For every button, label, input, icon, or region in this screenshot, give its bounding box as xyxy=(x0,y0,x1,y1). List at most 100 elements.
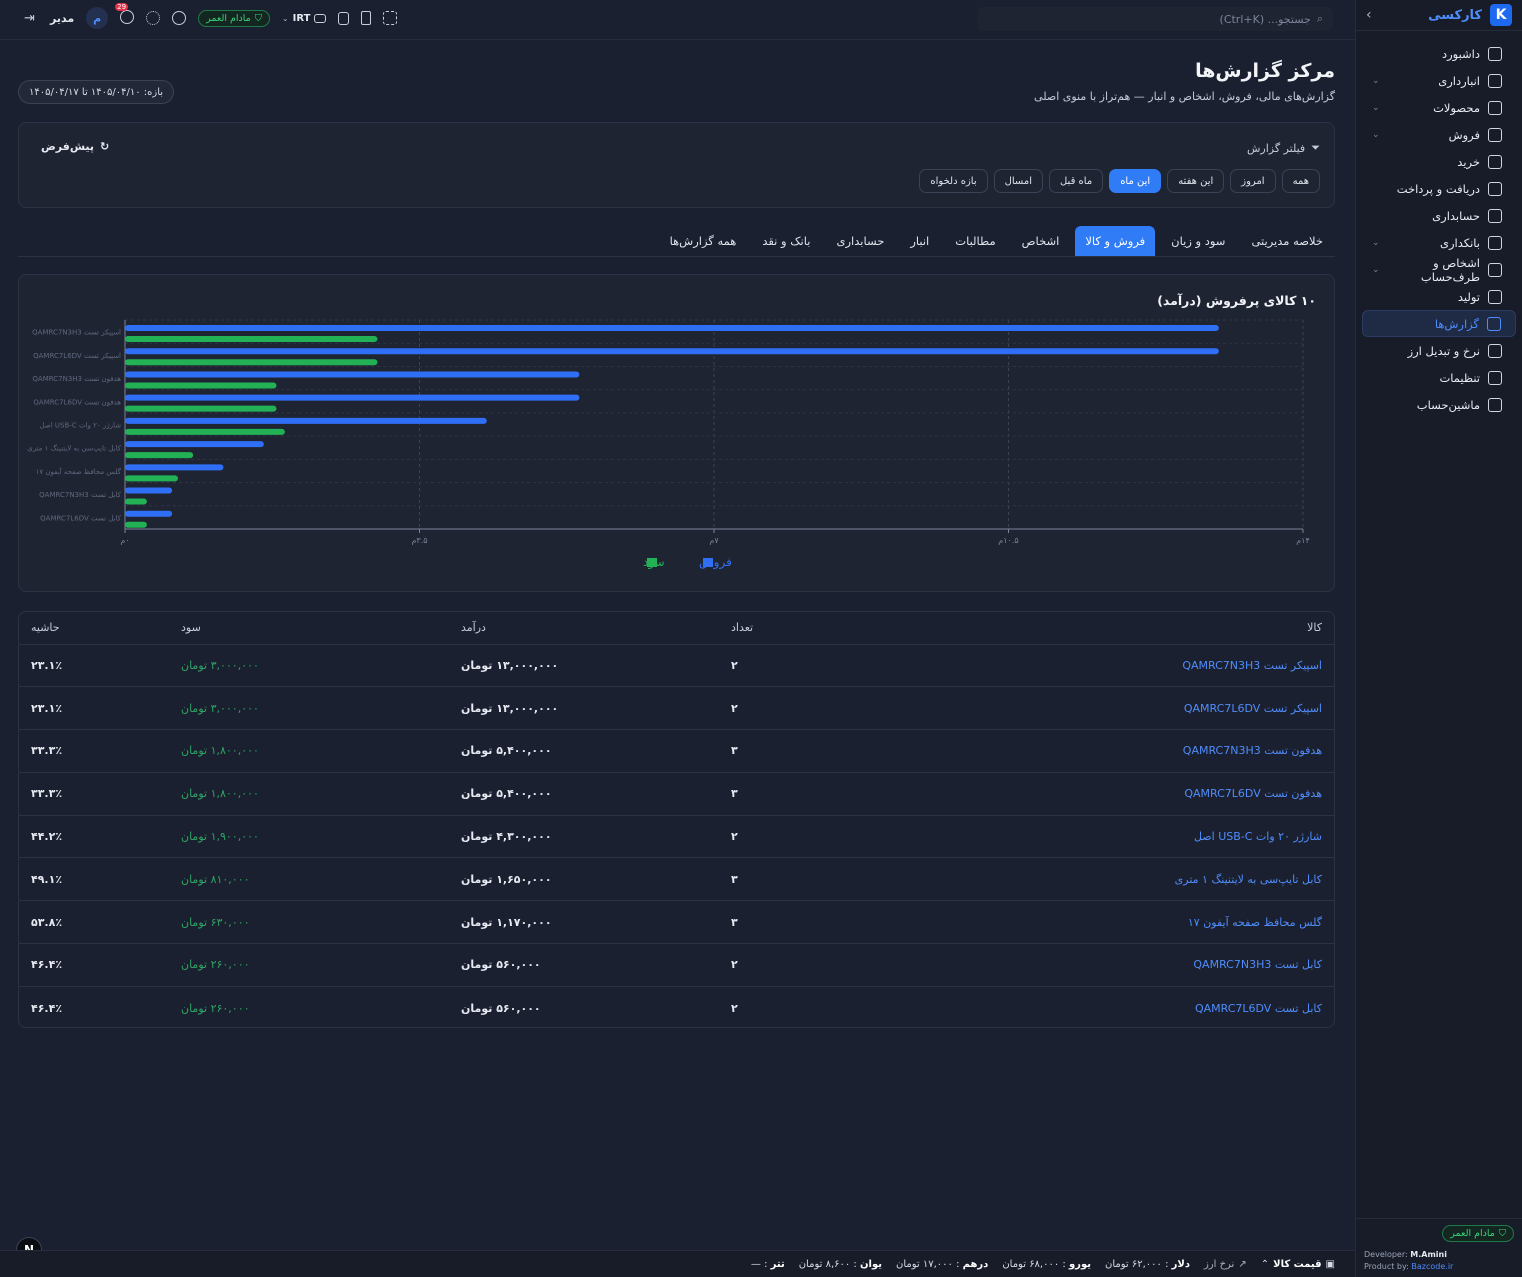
report-tab[interactable]: حسابداری xyxy=(836,234,885,248)
bar-profit[interactable] xyxy=(125,382,277,389)
report-tab[interactable]: بانک و نقد xyxy=(762,234,811,248)
bar-sales[interactable] xyxy=(125,441,264,448)
ticker-item-sep: : xyxy=(760,1258,771,1270)
table-row[interactable]: کابل تست QAMRC7N3H3 ۲ ۵۶۰,۰۰۰ تومان ۲۶۰,۰۰۰… xyxy=(19,943,1334,987)
calculator-icon[interactable] xyxy=(338,11,350,25)
sidebar-item[interactable]: محصولات ⌄ xyxy=(1362,94,1516,121)
sidebar-item[interactable]: تنظیمات xyxy=(1362,364,1516,391)
sidebar-item[interactable]: دریافت و پرداخت xyxy=(1362,175,1516,202)
table-row[interactable]: هدفون تست QAMRC7N3H3 ۳ ۵,۴۰۰,۰۰۰ تومان ۱,۸۰… xyxy=(19,729,1334,773)
table-row[interactable]: اسپیکر تست QAMRC7N3H3 ۲ ۱۳,۰۰۰,۰۰۰ تومان ۳,… xyxy=(19,644,1334,688)
profit-cell: ۲۶۰,۰۰۰ تومان xyxy=(169,943,449,987)
table-row[interactable]: هدفون تست QAMRC7L6DV ۳ ۵,۴۰۰,۰۰۰ تومان ۱,۸۰… xyxy=(19,772,1334,816)
bar-sales[interactable] xyxy=(125,371,580,378)
product-link[interactable]: گلس محافظ صفحه آیفون ۱۷ xyxy=(839,900,1334,945)
report-tab[interactable]: سود و زیان xyxy=(1171,234,1226,248)
ticker-title[interactable]: ▣ قیمت کالا ⌃ xyxy=(1261,1259,1335,1270)
product-link[interactable]: هدفون تست QAMRC7N3H3 xyxy=(839,729,1334,773)
period-chip[interactable]: امسال xyxy=(993,169,1043,193)
sidebar-item[interactable]: گزارش‌ها xyxy=(1362,310,1516,337)
bar-profit[interactable] xyxy=(125,359,378,366)
bar-profit[interactable] xyxy=(125,498,147,505)
notification-button[interactable]: 29 xyxy=(115,2,135,27)
bar-sales[interactable] xyxy=(125,510,173,517)
shield-check-icon: ⛉ xyxy=(1498,1228,1506,1239)
notification-count: 29 xyxy=(115,2,129,11)
bar-sales[interactable] xyxy=(125,464,224,471)
product-link[interactable]: شارژر ۲۰ وات USB-C اصل xyxy=(839,815,1334,859)
bar-profit[interactable] xyxy=(125,336,378,342)
table-row[interactable]: گلس محافظ صفحه آیفون ۱۷ ۳ ۱,۱۷۰,۰۰۰ تومان ۶… xyxy=(19,900,1334,945)
legend-label: سود xyxy=(643,555,665,570)
brand-name[interactable]: کارکسی xyxy=(1428,7,1482,23)
bar-profit[interactable] xyxy=(125,405,277,412)
sidebar-item[interactable]: خرید xyxy=(1362,148,1516,175)
product-link[interactable]: هدفون تست QAMRC7L6DV xyxy=(839,772,1334,816)
logout-icon[interactable]: ⇥ xyxy=(24,11,35,26)
sidebar-item-label: تنظیمات xyxy=(1439,370,1480,385)
avatar[interactable]: م xyxy=(86,7,109,29)
sun-icon[interactable] xyxy=(146,11,161,25)
header-profit: سود xyxy=(169,612,449,645)
developer-label: Developer: xyxy=(1364,1250,1408,1259)
sidebar-item[interactable]: انبارداری ⌄ xyxy=(1362,67,1516,94)
product-link[interactable]: کابل تست QAMRC7N3H3 xyxy=(839,943,1334,987)
bar-profit[interactable] xyxy=(125,452,194,459)
sidebar-item[interactable]: تولید xyxy=(1362,283,1516,310)
period-chip[interactable]: همه xyxy=(1281,169,1320,193)
ticker-item-label: یوان xyxy=(859,1258,882,1270)
report-tab[interactable]: همه گزارش‌ها xyxy=(669,234,737,248)
table-row[interactable]: اسپیکر تست QAMRC7L6DV ۲ ۱۳,۰۰۰,۰۰۰ تومان ۳,… xyxy=(19,686,1334,731)
period-chip[interactable]: بازه دلخواه xyxy=(919,169,988,193)
bar-sales[interactable] xyxy=(125,348,1219,355)
bar-sales[interactable] xyxy=(125,417,487,424)
product-link[interactable]: کابل تست QAMRC7L6DV xyxy=(1194,1001,1322,1015)
scan-icon[interactable] xyxy=(383,11,398,25)
legend-swatch xyxy=(647,558,657,567)
x-tick-label: ۳.۵م xyxy=(411,536,427,545)
mobile-icon[interactable] xyxy=(361,11,372,25)
currency-selector[interactable]: ⌄ IRT xyxy=(282,13,327,24)
product-link[interactable]: کابل تایپ‌سی به لایتنینگ ۱ متری xyxy=(839,857,1334,902)
report-tabs: خلاصه مدیریتی سود و زیان فروش و کالا اشخاص م… xyxy=(18,222,1335,257)
period-chip[interactable]: امروز xyxy=(1230,169,1276,193)
sidebar-item[interactable]: حسابداری xyxy=(1362,202,1516,229)
book-icon xyxy=(1488,208,1502,223)
report-tab[interactable]: خلاصه مدیریتی xyxy=(1251,234,1323,248)
y-tick-label: کابل تایپ‌سی به لایتنینگ ۱ متری xyxy=(27,444,121,453)
chevron-right-icon[interactable]: › xyxy=(1366,7,1372,23)
report-tab[interactable]: مطالبات xyxy=(955,234,996,248)
chart-legend: فروش سود xyxy=(643,555,732,570)
bar-profit[interactable] xyxy=(125,475,179,482)
sidebar-item[interactable]: اشخاص و طرف‌حساب ⌄ xyxy=(1362,256,1516,284)
sidebar-item[interactable]: فروش ⌄ xyxy=(1362,121,1516,148)
bar-sales[interactable] xyxy=(125,325,1219,331)
margin-cell: ۵۳.۸٪ xyxy=(19,900,169,945)
bar-sales[interactable] xyxy=(125,394,580,401)
globe-icon[interactable] xyxy=(172,11,187,25)
table-row[interactable]: کابل تایپ‌سی به لایتنینگ ۱ متری ۳ ۱,۶۵۰,۰۰… xyxy=(19,857,1334,902)
product-link[interactable]: Bazcode.ir xyxy=(1411,1262,1454,1271)
brand-logo[interactable]: K xyxy=(1490,4,1512,26)
reset-button[interactable]: ↻ پیش‌فرض xyxy=(41,140,109,153)
period-chip[interactable]: ماه قبل xyxy=(1048,169,1104,193)
search-input[interactable]: ⌕ جستجو... (Ctrl+K) xyxy=(977,7,1333,31)
sidebar-footer: ⛉ مادام العمر Developer: M.Amini Product… xyxy=(1356,1218,1522,1277)
date-range-pill[interactable]: بازه: ۱۴۰۵/۰۴/۱۰ تا ۱۴۰۵/۰۴/۱۷ xyxy=(18,80,175,104)
sidebar-item[interactable]: بانکداری ⌄ xyxy=(1362,229,1516,256)
sidebar-item[interactable]: ماشین‌حساب xyxy=(1362,391,1516,418)
report-tab[interactable]: انبار xyxy=(910,234,930,248)
product-link[interactable]: اسپیکر تست QAMRC7L6DV xyxy=(839,686,1334,731)
bar-profit[interactable] xyxy=(125,428,285,435)
product-link[interactable]: اسپیکر تست QAMRC7N3H3 xyxy=(839,644,1334,688)
period-chip[interactable]: این ماه xyxy=(1109,169,1162,193)
table-row[interactable]: کابل تست QAMRC7L6DV ۲ ۵۶۰,۰۰۰ تومان ۲۶۰,۰۰۰… xyxy=(19,986,1334,1027)
bar-profit[interactable] xyxy=(125,521,147,528)
sidebar-item[interactable]: نرخ و تبدیل ارز xyxy=(1362,337,1516,364)
report-tab[interactable]: اشخاص xyxy=(1021,234,1060,248)
bar-sales[interactable] xyxy=(125,487,173,494)
table-row[interactable]: شارژر ۲۰ وات USB-C اصل ۲ ۴,۳۰۰,۰۰۰ تومان ۱,… xyxy=(19,815,1334,859)
sidebar-item[interactable]: داشبورد xyxy=(1362,40,1516,67)
report-tab[interactable]: فروش و کالا xyxy=(1075,226,1156,256)
period-chip[interactable]: این هفته xyxy=(1167,169,1225,193)
